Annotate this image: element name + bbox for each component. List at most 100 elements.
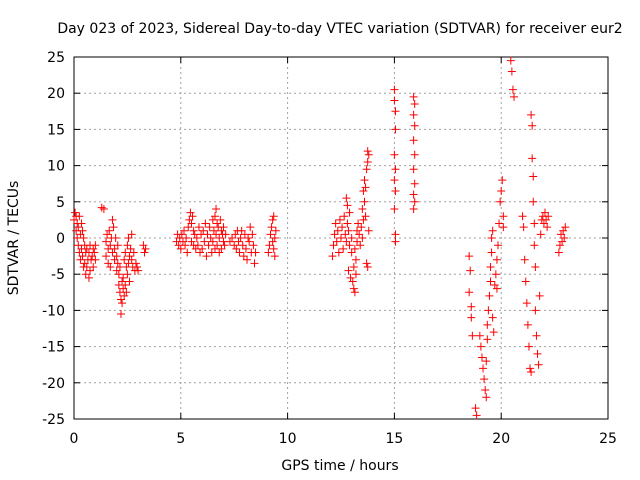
data-point [204, 241, 213, 250]
data-point [76, 255, 85, 264]
data-point [508, 85, 517, 94]
data-point [410, 197, 419, 206]
data-point [391, 237, 400, 246]
data-point [244, 234, 253, 242]
data-point [102, 252, 111, 261]
data-point [207, 248, 216, 257]
data-point [347, 248, 356, 257]
data-point [125, 252, 134, 261]
data-point [391, 165, 400, 174]
data-point [250, 259, 259, 268]
data-point [185, 215, 194, 224]
data-point [363, 262, 372, 271]
data-point [507, 67, 516, 76]
data-point [390, 176, 399, 185]
data-point [126, 244, 135, 253]
data-point [356, 241, 365, 250]
data-point [353, 237, 362, 246]
data-point [332, 237, 341, 246]
data-point [129, 248, 138, 257]
data-point [557, 230, 566, 239]
data-point [359, 215, 368, 224]
data-point [561, 223, 570, 232]
data-point [343, 201, 352, 210]
data-point [268, 237, 277, 246]
data-point [363, 157, 372, 166]
data-point [362, 165, 371, 174]
data-point [364, 150, 373, 159]
data-point [539, 219, 548, 228]
data-point [206, 234, 215, 242]
data-point [75, 212, 84, 221]
data-point [186, 208, 195, 217]
data-point [251, 248, 260, 257]
data-point [178, 237, 187, 246]
data-point [527, 367, 536, 376]
data-point [216, 215, 225, 224]
data-point [187, 237, 196, 246]
data-point [498, 176, 507, 185]
data-point [84, 273, 93, 282]
data-point [193, 241, 202, 250]
data-point [86, 266, 95, 275]
data-point [481, 386, 490, 395]
data-point [264, 248, 273, 257]
data-point [78, 226, 87, 235]
data-point [127, 230, 136, 239]
y-tick-label: 20 [47, 86, 65, 102]
data-point [269, 212, 278, 221]
data-point [243, 255, 252, 264]
data-point [496, 197, 505, 206]
data-point [529, 197, 538, 206]
data-point [480, 375, 489, 384]
data-point [526, 364, 535, 373]
data-point [91, 241, 100, 250]
data-point [121, 248, 130, 257]
data-point [390, 150, 399, 159]
data-point [114, 270, 123, 279]
data-point [203, 230, 212, 239]
data-point [488, 313, 497, 322]
data-point [334, 248, 343, 257]
data-point [391, 125, 400, 134]
x-tick-label: 0 [70, 431, 79, 447]
data-point [465, 252, 474, 261]
data-point [409, 136, 418, 145]
data-point [492, 284, 501, 293]
data-point [81, 270, 90, 279]
data-point [266, 230, 275, 239]
data-point [536, 230, 545, 239]
data-point [361, 183, 370, 192]
data-point [219, 223, 228, 232]
data-point [339, 244, 348, 253]
data-point [215, 248, 224, 257]
data-point [77, 219, 86, 228]
data-point [183, 248, 192, 257]
data-point [554, 248, 563, 257]
data-point [112, 266, 121, 275]
data-point [228, 234, 237, 242]
y-tick-label: 15 [47, 122, 65, 138]
data-point [198, 244, 207, 253]
data-point [409, 92, 418, 101]
data-point [499, 212, 508, 221]
data-point [355, 230, 364, 239]
data-point [542, 215, 551, 224]
data-point [499, 223, 508, 232]
data-point [519, 223, 528, 232]
data-point [344, 266, 353, 275]
data-point [113, 259, 122, 268]
data-point [265, 241, 274, 250]
data-point [105, 226, 114, 235]
data-point [245, 237, 254, 246]
data-point [108, 215, 117, 224]
data-point [217, 226, 226, 235]
data-point [112, 252, 121, 261]
data-point [249, 241, 258, 250]
data-point [524, 342, 533, 351]
data-point [231, 230, 240, 239]
data-point [390, 205, 399, 214]
data-point [468, 331, 477, 340]
data-point [390, 85, 399, 94]
